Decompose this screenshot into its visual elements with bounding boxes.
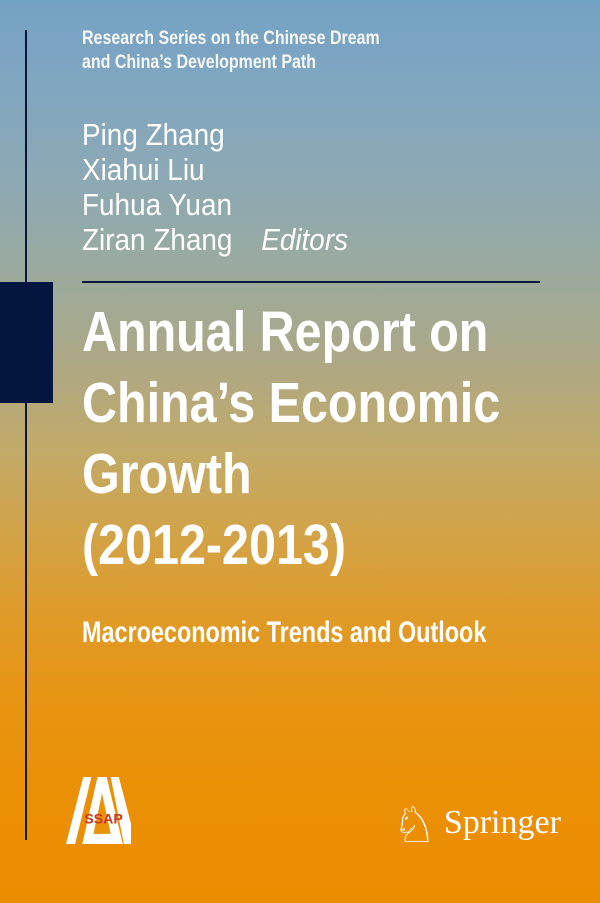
book-title-line: China’s Economic: [82, 371, 501, 435]
series-title-line1: Research Series on the Chinese Dream: [82, 27, 380, 49]
editors-label: Editors: [261, 222, 349, 257]
ssap-left-stripe: [66, 777, 92, 844]
book-subtitle: Macroeconomic Trends and Outlook: [82, 616, 487, 649]
book-title-line: Annual Report on: [82, 300, 489, 364]
springer-horse-icon: ♘: [392, 796, 437, 854]
author-list: Ping Zhang Xiahui Liu Fuhua Yuan Ziran Z…: [82, 117, 348, 257]
book-title-line: Growth: [82, 442, 252, 506]
author-name: Ping Zhang: [82, 117, 225, 152]
ssap-right-stripe: [110, 777, 131, 844]
left-accent-line: [25, 30, 27, 840]
author-name: Fuhua Yuan: [82, 187, 232, 222]
book-title-line: (2012-2013): [82, 513, 346, 577]
series-title-line2: and China’s Development Path: [82, 51, 316, 73]
author-name: Ziran Zhang: [82, 222, 233, 257]
ssap-wordmark: SSAP: [84, 812, 123, 828]
series-title: Research Series on the Chinese Dream and…: [82, 26, 380, 74]
ssap-triangle-cutout: [93, 793, 111, 834]
author-row-with-editors: Ziran Zhang Editors: [82, 222, 348, 257]
book-title: Annual Report on China’s Economic Growth…: [82, 297, 500, 581]
publisher-name: Springer: [443, 804, 561, 841]
ssap-logo-icon: SSAP: [66, 777, 131, 844]
publisher-logo: ♘ Springer: [392, 799, 561, 851]
navy-accent-rectangle: [0, 282, 53, 403]
title-divider-rule: [82, 281, 540, 283]
author-name: Xiahui Liu: [82, 152, 205, 187]
